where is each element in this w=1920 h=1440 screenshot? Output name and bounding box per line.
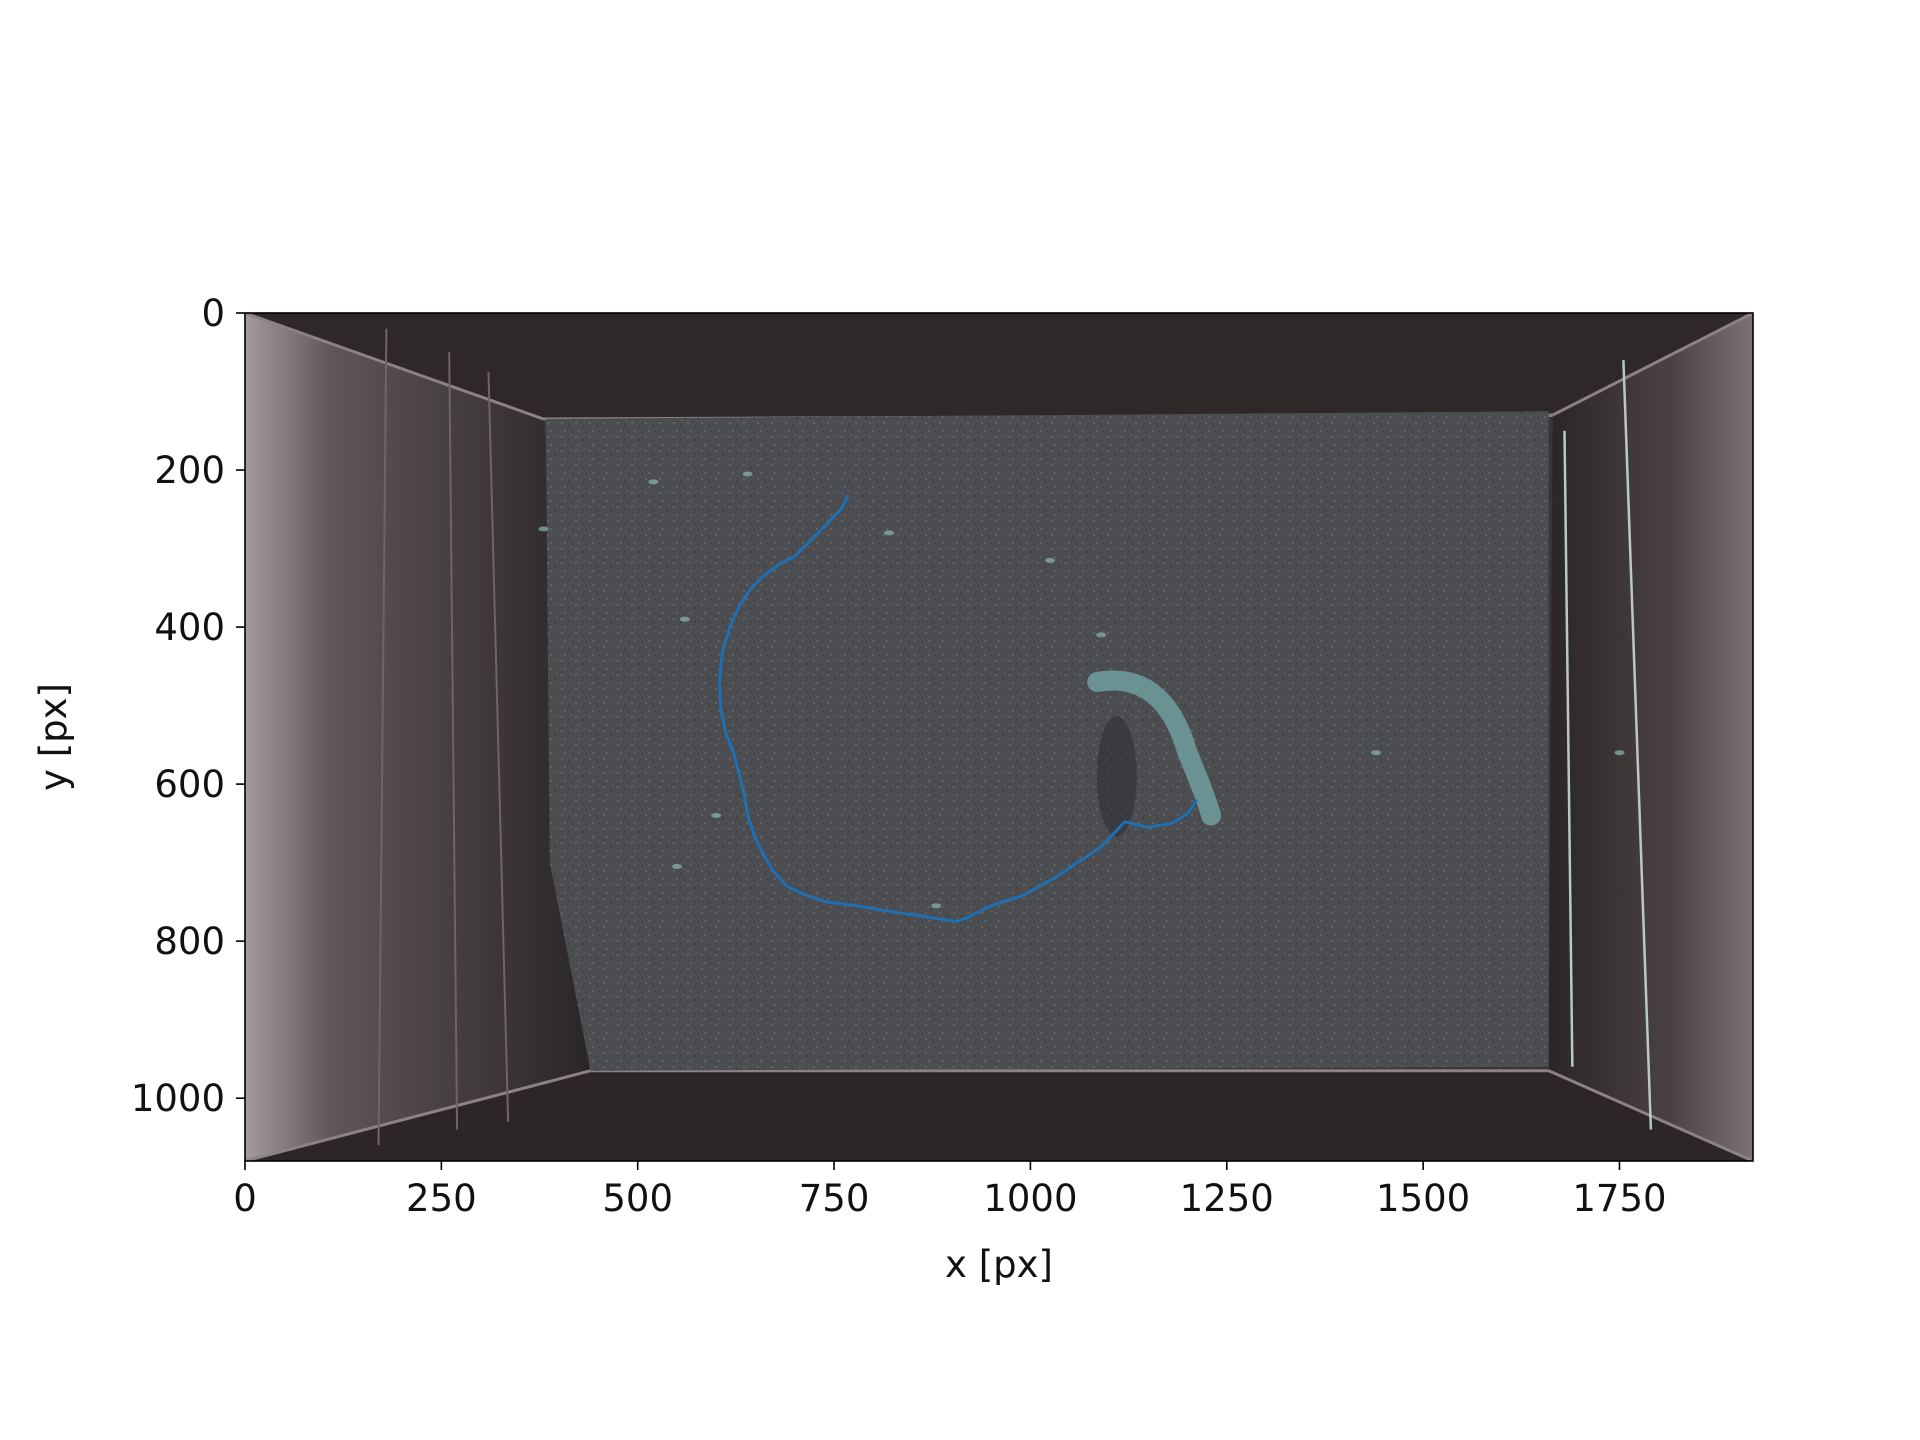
tank-edge	[1552, 313, 1753, 417]
y-axis: 0 200 400 600 800 1000	[131, 292, 245, 1120]
y-tick-label: 600	[154, 763, 225, 806]
tank-wall-left	[245, 313, 591, 1161]
plot-frame	[244, 312, 1754, 1162]
x-tick-label: 1000	[983, 1177, 1077, 1220]
sand-debris	[711, 813, 722, 819]
x-tick-label: 0	[233, 1177, 257, 1220]
wall-seam	[1622, 360, 1653, 1130]
sand-debris	[884, 530, 895, 536]
tank-wall-right	[1548, 313, 1753, 1161]
y-tick-label: 800	[154, 920, 225, 963]
y-axis-label: y [px]	[32, 683, 75, 791]
wall-seam	[448, 352, 459, 1130]
fish-shadow	[1096, 716, 1137, 837]
sand-debris	[648, 479, 659, 485]
tank-photo	[245, 313, 1753, 1161]
x-axis-label: x [px]	[945, 1243, 1053, 1286]
sand-debris	[1614, 750, 1625, 756]
x-tick-label: 500	[602, 1177, 673, 1220]
y-tick-label: 200	[154, 449, 225, 492]
x-tick-label: 250	[406, 1177, 477, 1220]
sand-debris	[742, 471, 753, 477]
fish-track	[717, 494, 1199, 923]
tank-edge	[245, 313, 544, 421]
tank-edge	[245, 1069, 591, 1161]
x-axis: 0 250 500 750 1000 1250 1500 1750	[233, 1161, 1667, 1220]
wall-seam	[377, 328, 388, 1146]
sand-debris	[1045, 557, 1056, 563]
sand-debris	[538, 526, 549, 532]
sand-debris	[1096, 632, 1107, 638]
x-tick-label: 1500	[1376, 1177, 1470, 1220]
x-tick-label: 1250	[1180, 1177, 1274, 1220]
y-tick-label: 400	[154, 606, 225, 649]
sand-debris	[931, 903, 942, 909]
sand-debris	[679, 616, 690, 622]
tank-wall-bottom	[245, 1070, 1753, 1161]
fish	[1087, 670, 1222, 826]
wall-seam	[1563, 430, 1574, 1067]
wall-seam	[487, 371, 510, 1122]
sand-debris	[671, 864, 682, 870]
sand-debris	[1371, 750, 1381, 756]
sand-floor	[545, 411, 1549, 1071]
tank-wall-top	[245, 313, 1753, 419]
x-tick-label: 750	[799, 1177, 870, 1220]
track-line-series-0	[717, 494, 1199, 923]
y-tick-label: 1000	[131, 1077, 225, 1120]
x-tick-label: 1750	[1572, 1177, 1666, 1220]
y-tick-label: 0	[201, 292, 225, 335]
